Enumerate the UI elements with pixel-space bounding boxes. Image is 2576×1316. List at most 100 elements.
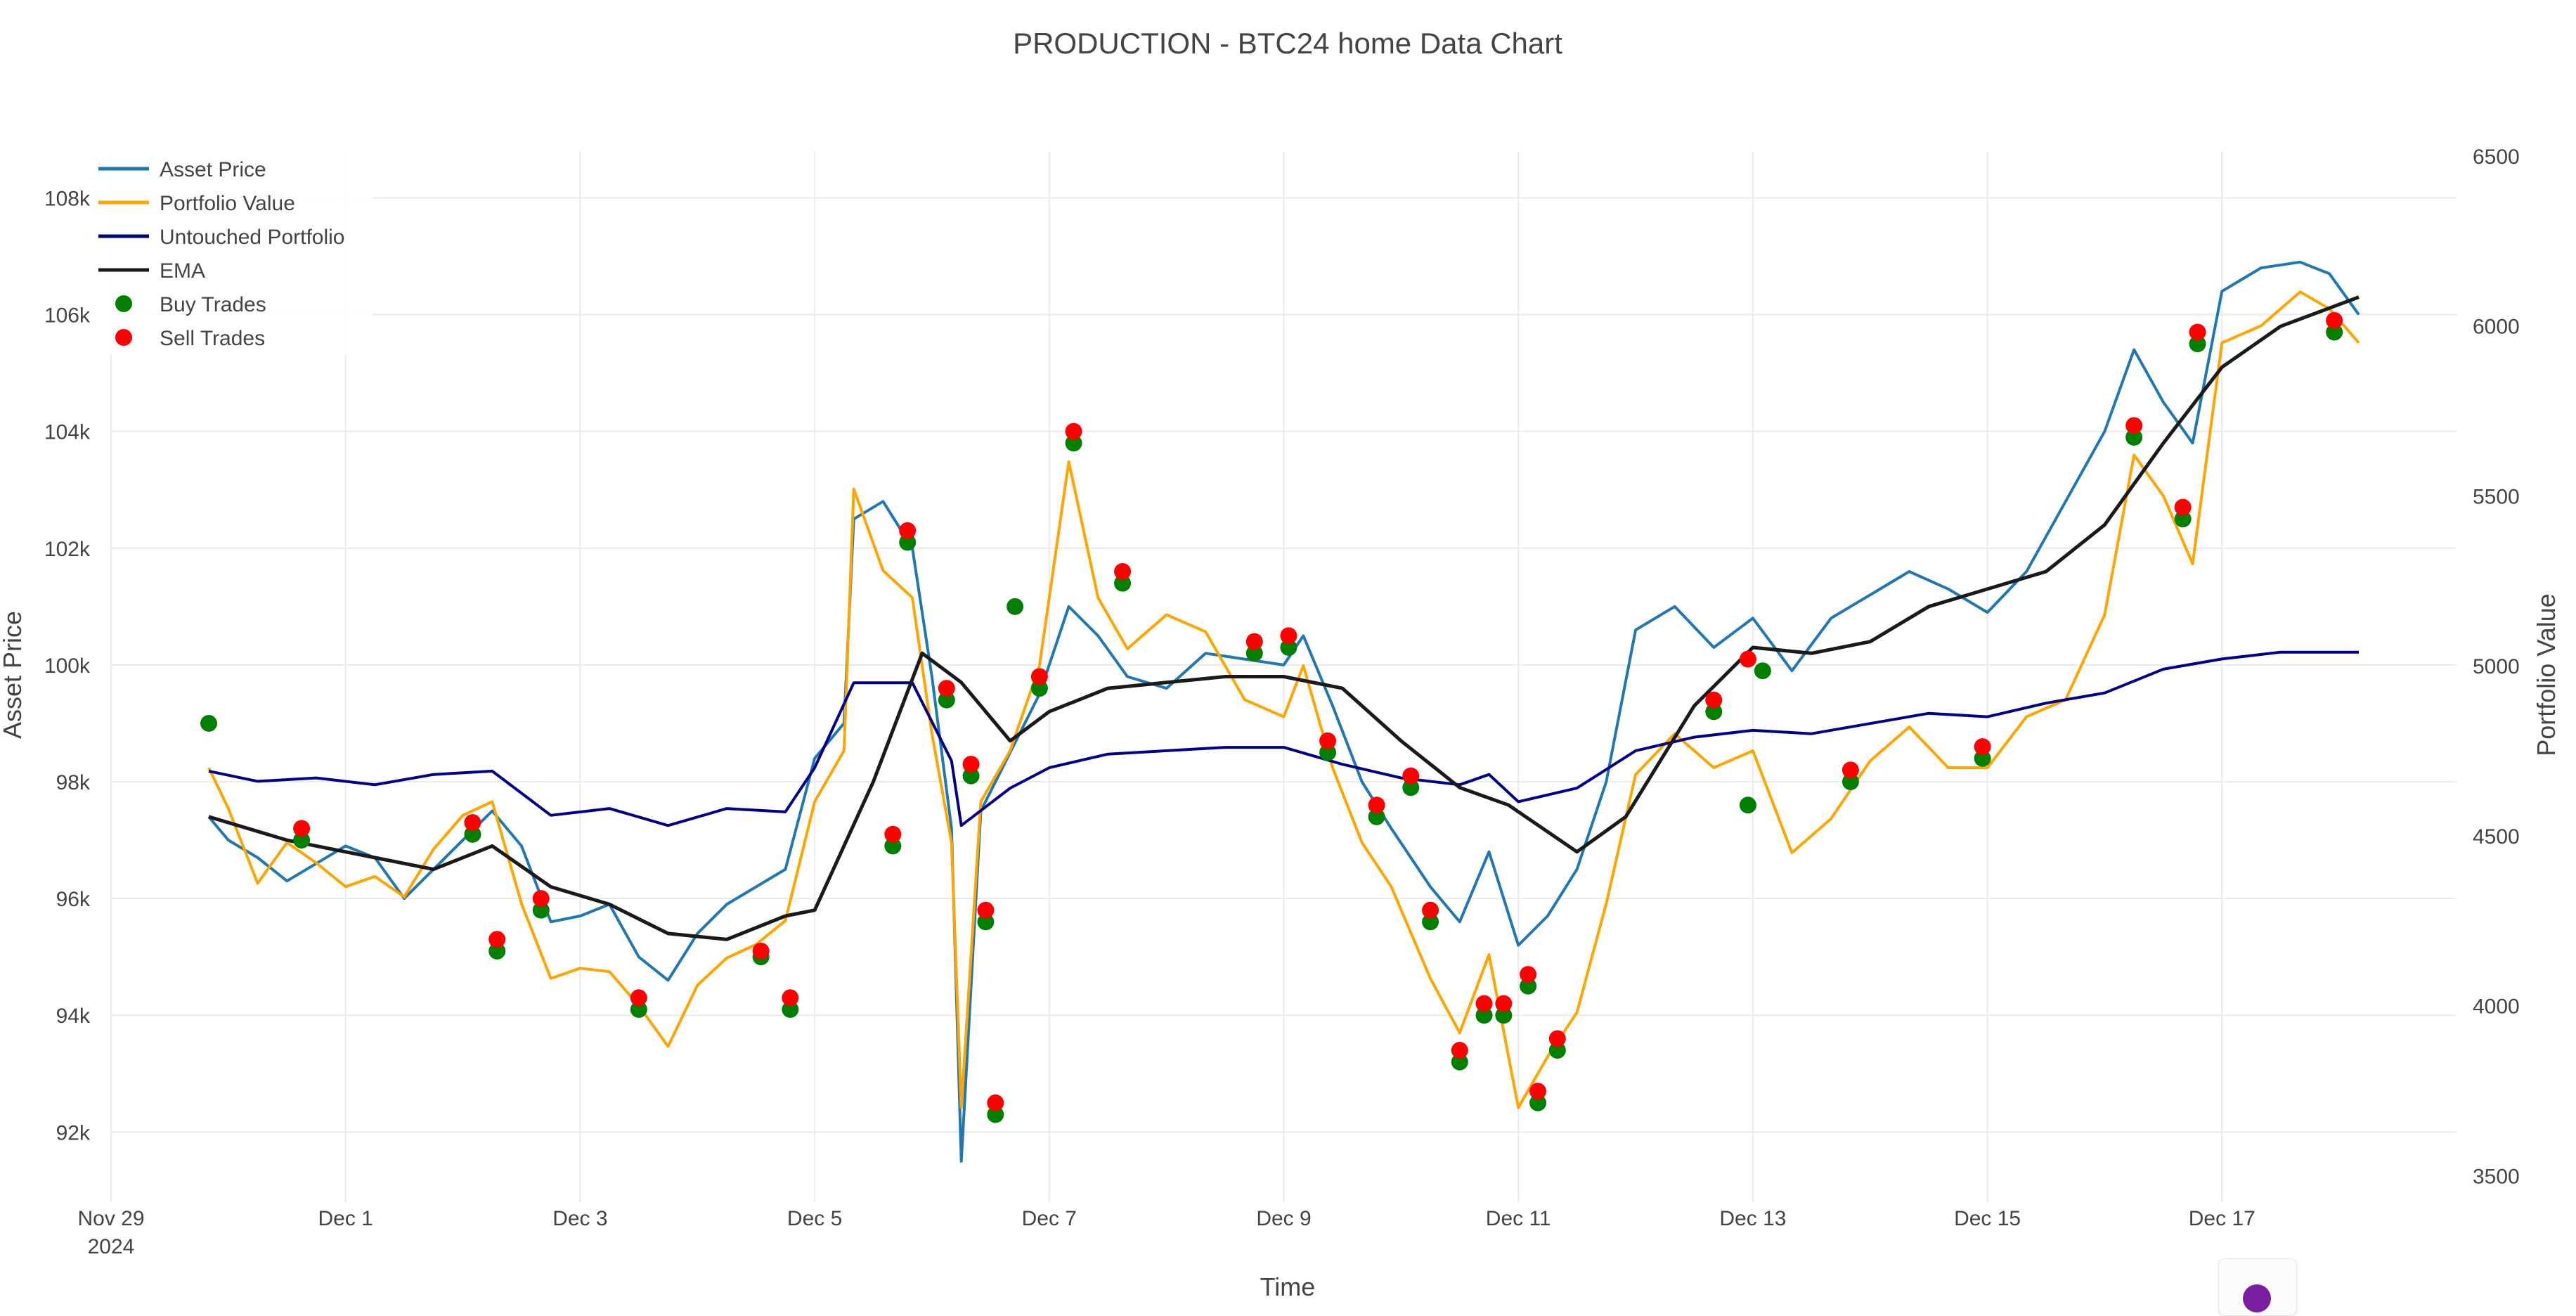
buy-trade-marker — [1495, 1007, 1513, 1024]
legend-item[interactable]: Buy Trades — [115, 293, 266, 316]
sell-trade-marker — [1548, 1030, 1566, 1047]
buy-trade-marker — [2189, 335, 2206, 353]
x-tick-label: Dec 17 — [2189, 1207, 2255, 1230]
series-line-untouched-portfolio — [208, 650, 2359, 827]
legend-background — [91, 151, 373, 355]
sell-trade-marker — [752, 942, 770, 960]
axes: Nov 29 2024 Dec 1 Dec 3 Dec 5 Dec 7 Dec 9 Dec 1… — [44, 146, 2520, 1258]
sell-trade-marker — [1974, 738, 1991, 756]
buy-trade-marker — [532, 901, 550, 919]
buy-trade-marker — [1422, 913, 1439, 931]
x-tick-label: Dec 9 — [1256, 1207, 1311, 1230]
buy-trade-marker — [1974, 749, 1991, 767]
series-line-portfolio-value — [207, 290, 2360, 1109]
sell-trade-marker — [464, 814, 481, 832]
legend-label: Portfolio Value — [160, 192, 295, 215]
buy-trade-marker — [987, 1106, 1004, 1123]
y2-tick-label: 4500 — [2473, 825, 2520, 849]
x-tick-label: Dec 15 — [1954, 1207, 2021, 1230]
y-tick-label: 106k — [44, 304, 91, 328]
buy-trade-marker — [899, 534, 917, 551]
buy-trade-marker — [1245, 645, 1263, 662]
sell-trade-marker — [1520, 966, 1537, 983]
sell-trade-marker — [962, 756, 980, 773]
sell-trade-marker — [1529, 1083, 1547, 1100]
legend-item[interactable]: Asset Price — [98, 158, 266, 181]
buy-trade-marker — [1065, 434, 1082, 452]
sell-trade-marker — [899, 522, 917, 539]
chart-title: PRODUCTION - BTC24 home Data Chart — [1013, 27, 1562, 60]
buy-trade-marker — [2326, 323, 2343, 341]
sell-trade-marker — [2125, 417, 2143, 434]
sell-trade-marker — [1030, 668, 1048, 685]
buy-trade-marker — [1548, 1042, 1566, 1059]
series-line-ema — [208, 295, 2360, 941]
legend-item[interactable]: EMA — [98, 259, 205, 283]
buy-trade-marker — [464, 825, 481, 843]
sell-trade-marker — [1280, 627, 1297, 645]
sell-trade-marker — [532, 890, 550, 908]
buy-trade-marker — [938, 691, 955, 709]
legend-swatch — [115, 295, 132, 312]
sell-trade-marker — [884, 825, 902, 843]
sell-trade-marker — [293, 820, 311, 837]
x-tick-label: Dec 3 — [552, 1207, 607, 1230]
sell-trade-marker — [1368, 796, 1385, 814]
legend-item[interactable]: Portfolio Value — [98, 192, 295, 215]
x-tick-label: Dec 7 — [1022, 1207, 1077, 1230]
y2-tick-label: 3500 — [2473, 1165, 2520, 1188]
buy-trade-marker — [977, 913, 995, 931]
y2-tick-label: 6500 — [2473, 146, 2520, 169]
grid — [110, 151, 2457, 1202]
y-tick-label: 98k — [56, 771, 91, 794]
buy-trade-marker — [200, 714, 218, 732]
app-logo-icon — [2243, 1284, 2271, 1312]
legend-item[interactable]: Sell Trades — [115, 327, 265, 350]
legend-label: Untouched Portfolio — [160, 226, 345, 249]
y2-tick-label: 6000 — [2473, 316, 2520, 339]
legend-item[interactable]: Untouched Portfolio — [98, 226, 345, 249]
legend-label: EMA — [160, 259, 205, 283]
buy-trade-marker — [2174, 510, 2192, 528]
sell-trade-marker — [1842, 761, 1859, 779]
buy-trade-marker — [1842, 773, 1859, 790]
sell-trade-marker — [488, 931, 506, 948]
sell-trade-marker — [2326, 311, 2343, 329]
legend[interactable]: Asset Price Portfolio Value Untouched Port… — [91, 151, 373, 355]
x-tick-label: Dec 1 — [318, 1207, 373, 1230]
buy-trade-marker — [2125, 428, 2143, 446]
sell-trade-marker — [2189, 323, 2206, 341]
buy-trade-marker — [1114, 574, 1132, 592]
marker-layer — [200, 311, 2343, 1123]
sell-trade-marker — [1319, 732, 1337, 749]
sell-trade-marker — [782, 989, 799, 1007]
sell-trade-marker — [1402, 767, 1420, 785]
x-axis-title: Time — [1260, 1272, 1316, 1299]
x-tick-label: Nov 29 — [77, 1207, 144, 1230]
floating-action-button[interactable] — [2218, 1258, 2297, 1316]
y2-tick-label: 4000 — [2473, 995, 2520, 1019]
sell-trade-marker — [2174, 498, 2192, 516]
sell-trade-marker — [1451, 1042, 1468, 1059]
buy-trade-marker — [1280, 638, 1297, 656]
y-tick-label: 102k — [44, 538, 91, 561]
buy-trade-marker — [1529, 1094, 1547, 1111]
sell-trade-marker — [1422, 901, 1439, 919]
legend-label: Sell Trades — [160, 327, 265, 350]
sell-trade-marker — [1065, 422, 1082, 440]
y-tick-label: 94k — [56, 1005, 91, 1028]
sell-trade-marker — [1114, 563, 1132, 580]
series-layer — [207, 260, 2360, 1163]
y2-tick-label: 5000 — [2473, 655, 2520, 678]
buy-trade-marker — [1451, 1053, 1468, 1071]
x-tick-label: Dec 13 — [1719, 1207, 1786, 1230]
legend-swatch — [115, 329, 132, 346]
buy-trade-marker — [1402, 779, 1420, 796]
sell-trade-marker — [938, 680, 955, 697]
buy-trade-marker — [884, 837, 902, 855]
buy-trade-marker — [1754, 662, 1771, 680]
sell-trade-marker — [977, 901, 995, 919]
buy-trade-marker — [488, 942, 506, 960]
